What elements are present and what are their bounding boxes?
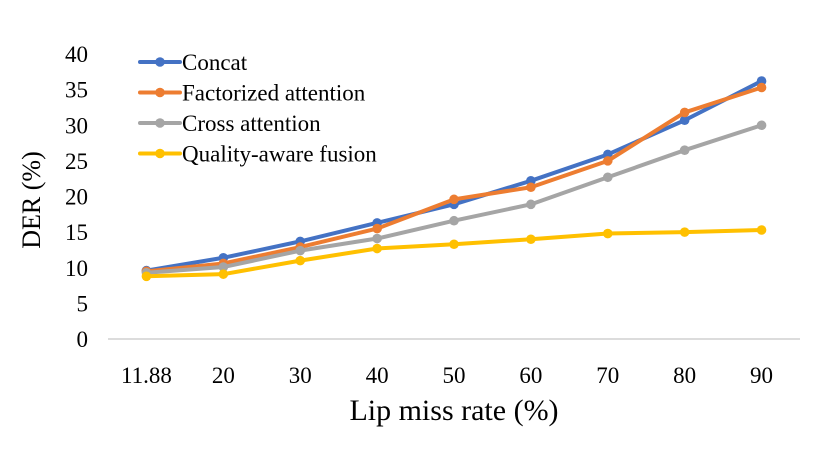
data-point (756, 82, 767, 93)
y-tick-label: 35 (65, 78, 88, 103)
x-tick-label: 60 (519, 363, 542, 388)
data-point (756, 225, 767, 235)
data-point (449, 239, 459, 250)
legend-swatch-marker (155, 57, 165, 67)
data-point (295, 245, 306, 256)
legend-label: Cross attention (182, 111, 321, 136)
data-point (679, 227, 690, 237)
legend: Concat Factorized attention Cross attentio… (138, 50, 377, 167)
x-axis-ticks: 11.88 20 30 40 50 60 70 80 90 (121, 363, 773, 388)
y-tick-label: 5 (77, 291, 89, 316)
legend-label: Quality-aware fusion (182, 142, 377, 167)
data-point (526, 199, 536, 210)
legend-swatch-marker (155, 118, 165, 128)
data-point (141, 271, 152, 282)
x-tick-label: 90 (750, 363, 773, 388)
data-point (602, 156, 613, 166)
legend-label: Concat (182, 50, 248, 75)
legend-swatch-marker (155, 87, 165, 98)
data-point (679, 145, 690, 155)
series-cross-attention (141, 120, 767, 278)
y-tick-label: 0 (77, 327, 89, 352)
legend-item: Concat (138, 50, 248, 75)
y-tick-label: 10 (65, 256, 88, 281)
y-axis-title: DER (%) (17, 151, 46, 248)
legend-item: Cross attention (138, 111, 321, 136)
data-point (218, 269, 229, 279)
x-axis-title: Lip miss rate (%) (349, 394, 558, 427)
x-tick-label: 70 (596, 363, 619, 388)
x-tick-label: 11.88 (121, 363, 172, 388)
x-tick-label: 30 (289, 363, 312, 388)
series-layer (141, 76, 767, 282)
y-tick-label: 20 (65, 185, 88, 210)
x-tick-label: 20 (212, 363, 235, 388)
y-tick-label: 15 (65, 220, 88, 245)
data-point (756, 120, 767, 131)
data-point (526, 234, 536, 245)
data-point (295, 255, 306, 266)
y-axis-ticks: 0 5 10 15 20 25 30 35 40 (65, 42, 88, 352)
y-tick-label: 30 (65, 113, 88, 138)
legend-item: Factorized attention (138, 81, 366, 106)
series-quality-aware-fusion (141, 225, 767, 282)
y-tick-label: 25 (65, 149, 88, 174)
data-point (679, 107, 690, 118)
x-tick-label: 40 (366, 363, 389, 388)
legend-item: Quality-aware fusion (138, 142, 377, 167)
x-tick-label: 80 (673, 363, 696, 388)
data-point (602, 228, 613, 239)
data-point (602, 172, 613, 183)
x-tick-label: 50 (443, 363, 466, 388)
data-point (449, 194, 459, 205)
data-point (372, 223, 382, 234)
data-point (372, 243, 382, 254)
data-point (526, 182, 536, 193)
data-point (218, 262, 229, 272)
y-tick-label: 40 (65, 42, 88, 67)
legend-swatch-marker (155, 148, 165, 159)
data-point (449, 215, 459, 226)
legend-label: Factorized attention (182, 81, 366, 106)
data-point (679, 115, 690, 126)
data-point (372, 233, 382, 244)
